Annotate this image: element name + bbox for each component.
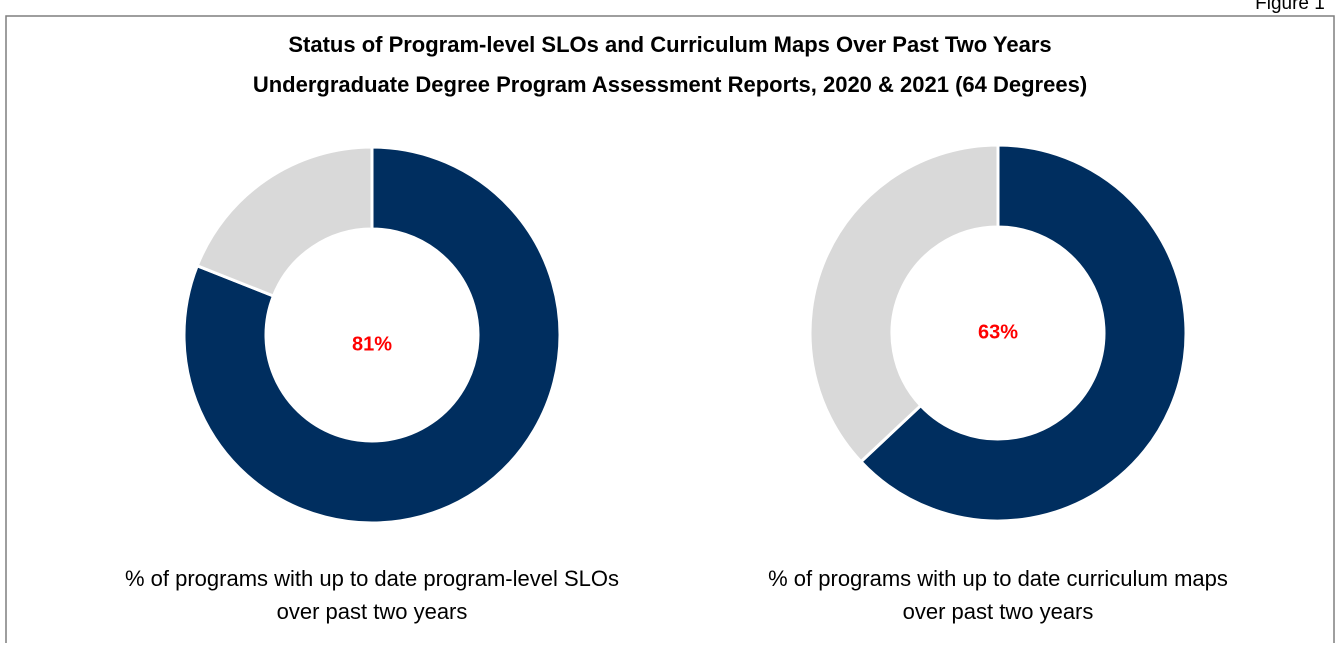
donut-slice bbox=[195, 145, 374, 298]
donut-slice bbox=[182, 145, 562, 525]
donut-slice bbox=[858, 143, 1188, 523]
caption: % of programs with up to date curriculum… bbox=[768, 566, 1228, 591]
caption: over past two years bbox=[903, 599, 1094, 624]
caption: % of programs with up to date program-le… bbox=[125, 566, 619, 591]
chart-title: Status of Program-level SLOs and Curricu… bbox=[288, 32, 1051, 57]
figure-label: Figure 1 bbox=[1255, 0, 1325, 14]
center-value-label: 63% bbox=[978, 321, 1018, 343]
chart-subtitle: Undergraduate Degree Program Assessment … bbox=[253, 72, 1087, 97]
center-value-label: 81% bbox=[352, 333, 392, 355]
caption: over past two years bbox=[277, 599, 468, 624]
donut-slice bbox=[808, 143, 1000, 464]
